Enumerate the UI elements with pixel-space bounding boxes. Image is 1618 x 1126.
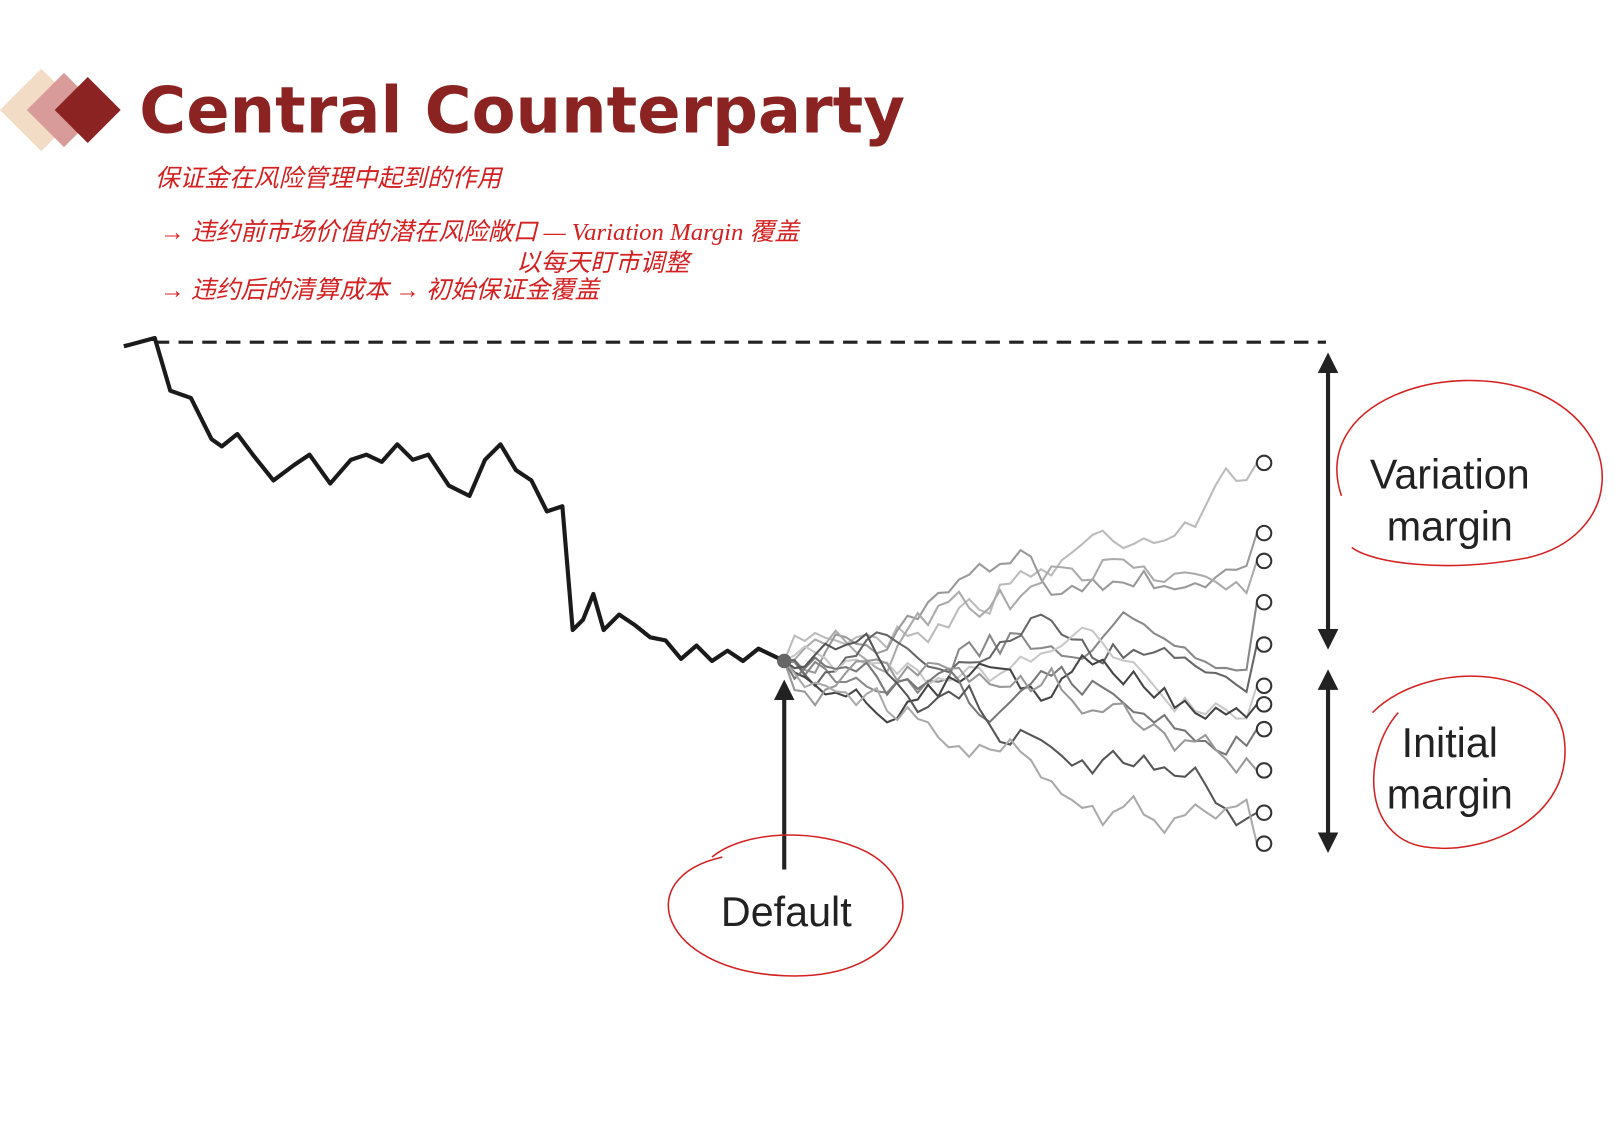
variation-label: margin (1387, 503, 1513, 549)
simulated-path (783, 626, 1258, 720)
simulated-path (783, 658, 1258, 775)
simulated-path (783, 656, 1258, 756)
default-label: Default (721, 889, 852, 935)
title: Central Counterparty (139, 75, 905, 149)
end-point (1255, 804, 1273, 821)
handwritten-note: 以每天盯市调整 (516, 250, 694, 277)
end-point (1255, 677, 1273, 695)
simulated-path (784, 602, 1258, 695)
end-point (1255, 696, 1273, 713)
simulated-path (783, 653, 1258, 724)
simulated-path (783, 462, 1258, 662)
end-point (1255, 454, 1273, 472)
price-path (123, 335, 786, 664)
initial-label: margin (1387, 772, 1513, 818)
default-point (777, 653, 792, 669)
handwritten-note: → 违约前市场价值的潜在风险敞口 — Variation Margin 覆盖 (160, 219, 801, 246)
end-point (1255, 636, 1273, 653)
annotation-circle (1336, 379, 1603, 567)
variation-label: Variation (1370, 452, 1530, 498)
end-point (1255, 524, 1273, 542)
end-point (1255, 593, 1273, 611)
end-point (1255, 720, 1273, 738)
initial-label: Initial (1402, 720, 1498, 766)
handwritten-note: → 违约后的清算成本 → 初始保证金覆盖 (160, 276, 602, 304)
simulated-path (783, 660, 1258, 844)
simulated-paths (783, 454, 1273, 852)
annotation-circle (1371, 675, 1566, 850)
title-diamonds (0, 68, 121, 152)
annotation-circle (667, 834, 904, 977)
end-point (1255, 762, 1273, 779)
handwritten-note: 保证金在风险管理中起到的作用 (155, 164, 504, 192)
end-point (1255, 552, 1273, 570)
simulated-path (783, 632, 1258, 827)
simulated-path (784, 557, 1258, 674)
end-point (1255, 835, 1273, 852)
simulated-path (784, 613, 1258, 694)
